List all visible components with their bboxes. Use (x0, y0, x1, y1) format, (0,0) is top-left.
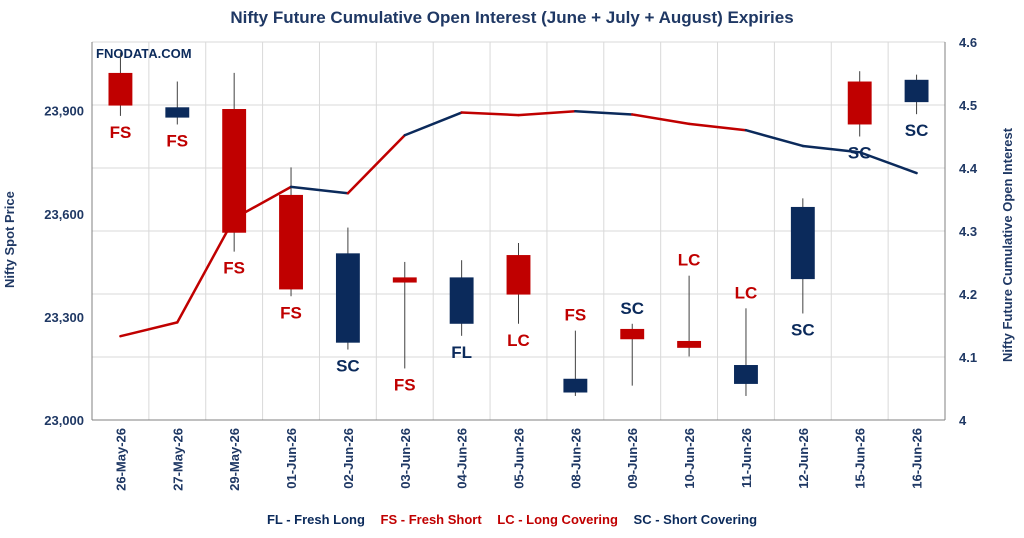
candle-body (506, 255, 531, 295)
candle-annotation: SC (336, 357, 360, 376)
oi-line-segment (289, 185, 350, 195)
candle-annotation: FL (451, 343, 472, 362)
y-tick-right-label: 4.4 (959, 161, 978, 176)
x-tick-label: 15-Jun-26 (853, 428, 868, 489)
y-tick-right-label: 4.5 (959, 98, 977, 113)
candle-body (677, 340, 702, 348)
candle-body (392, 277, 417, 283)
legend-fresh-long: FL - Fresh Long (266, 512, 365, 527)
oi-line-segment (687, 122, 748, 132)
candle-annotation: FS (223, 259, 245, 278)
candle-body (279, 194, 303, 290)
oi-line-segment (630, 113, 691, 126)
candle-annotation: FS (564, 306, 586, 325)
x-tick-label: 04-Jun-26 (455, 428, 470, 489)
oi-line-segment (858, 151, 918, 175)
legend-long-covering: LC - Long Covering (497, 512, 618, 527)
x-tick-label: 03-Jun-26 (398, 428, 413, 489)
x-tick-label: 08-Jun-26 (568, 428, 583, 489)
candle-body (108, 72, 133, 106)
candle-annotation: SC (848, 144, 872, 163)
oi-line-segment (176, 217, 236, 324)
y-tick-right-label: 4 (959, 413, 967, 428)
x-tick-label: 12-Jun-26 (796, 428, 811, 489)
candle-body (563, 378, 588, 393)
candle-body (847, 81, 872, 125)
x-tick-label: 01-Jun-26 (284, 428, 299, 489)
chart-title: Nifty Future Cumulative Open Interest (J… (230, 8, 794, 27)
y-tick-right-label: 4.3 (959, 224, 977, 239)
candle-body (790, 206, 815, 280)
x-tick-label: 02-Jun-26 (341, 428, 356, 489)
x-tick-label: 09-Jun-26 (625, 428, 640, 489)
x-tick-label: 10-Jun-26 (682, 428, 697, 489)
y-tick-left-label: 23,300 (44, 310, 84, 325)
y-tick-left-label: 23,900 (44, 104, 84, 119)
y-tick-left-label: 23,000 (44, 413, 84, 428)
x-tick-label: 27-May-26 (170, 428, 185, 491)
candle-annotation: FS (394, 375, 416, 394)
candle-body (734, 365, 758, 384)
x-tick-label: 05-Jun-26 (512, 428, 527, 489)
y-tick-right-label: 4.6 (959, 35, 977, 50)
candle-annotation: LC (507, 331, 530, 350)
oi-line-segment (119, 321, 179, 338)
oi-line-segment (574, 110, 634, 116)
candle-body (904, 79, 929, 103)
watermark: FNODATA.COM (96, 46, 192, 61)
x-tick-label: 29-May-26 (227, 428, 242, 491)
candle-body (165, 107, 190, 118)
candle-annotation: SC (905, 121, 929, 140)
candle-body (620, 328, 645, 340)
candle-annotation: FS (166, 131, 188, 150)
legend-fresh-short: FS - Fresh Short (380, 512, 482, 527)
oi-line-segment (403, 111, 463, 137)
candle-body (335, 253, 360, 343)
y-tick-left-label: 23,600 (44, 207, 84, 222)
oi-line-segment (460, 111, 520, 117)
oi-line-segment (801, 144, 861, 154)
candle-annotation: SC (791, 320, 815, 339)
candle-annotation: FS (280, 303, 302, 322)
candle-annotation: LC (735, 283, 758, 302)
candle-annotation: SC (620, 299, 644, 318)
x-tick-label: 26-May-26 (113, 428, 128, 491)
candle-body (222, 109, 247, 233)
oi-line-segment (346, 133, 407, 195)
y-tick-right-label: 4.1 (959, 350, 977, 365)
oi-line-segment (232, 185, 293, 220)
candle-annotation: FS (110, 123, 132, 142)
candle-annotation: LC (678, 251, 701, 270)
legend: FL - Fresh Long FS - Fresh Short LC - Lo… (0, 512, 1024, 527)
oi-line-segment (744, 128, 805, 148)
x-tick-label: 11-Jun-26 (739, 428, 754, 488)
x-tick-label: 16-Jun-26 (910, 428, 925, 489)
candle-body (449, 277, 474, 324)
legend-short-covering: SC - Short Covering (633, 512, 758, 527)
y-tick-right-label: 4.2 (959, 287, 977, 302)
oi-line-segment (517, 110, 577, 117)
